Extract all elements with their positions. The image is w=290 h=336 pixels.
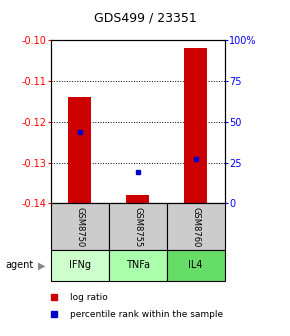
Text: GSM8750: GSM8750 bbox=[75, 207, 84, 247]
Bar bbox=[51, 250, 109, 281]
Text: GDS499 / 23351: GDS499 / 23351 bbox=[94, 12, 196, 25]
Bar bbox=[51, 203, 109, 250]
Bar bbox=[184, 48, 207, 203]
Text: log ratio: log ratio bbox=[70, 293, 107, 302]
Bar bbox=[167, 203, 225, 250]
Bar bbox=[109, 250, 167, 281]
Text: GSM8755: GSM8755 bbox=[133, 207, 142, 247]
Text: TNFa: TNFa bbox=[126, 260, 150, 270]
Text: ▶: ▶ bbox=[38, 260, 46, 270]
Bar bbox=[68, 97, 91, 203]
Text: agent: agent bbox=[6, 260, 34, 270]
Text: IL4: IL4 bbox=[188, 260, 203, 270]
Bar bbox=[109, 203, 167, 250]
Bar bbox=[167, 250, 225, 281]
Text: IFNg: IFNg bbox=[69, 260, 91, 270]
Bar bbox=[126, 195, 149, 203]
Text: percentile rank within the sample: percentile rank within the sample bbox=[70, 310, 223, 319]
Text: GSM8760: GSM8760 bbox=[191, 207, 200, 247]
